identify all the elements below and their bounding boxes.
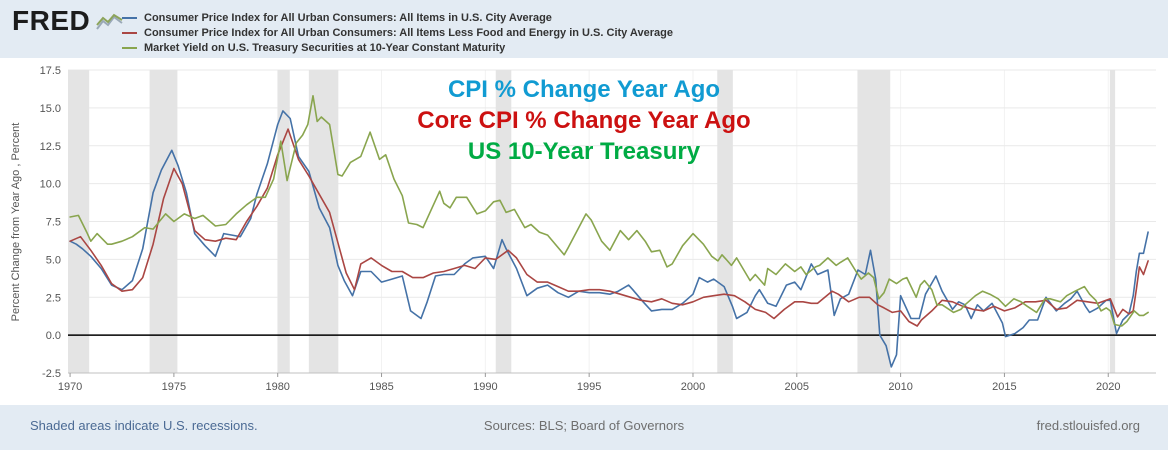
- y-tick-label: 5.0: [46, 254, 61, 266]
- legend-item-core-cpi: Consumer Price Index for All Urban Consu…: [122, 25, 673, 40]
- x-tick-label: 2000: [681, 381, 705, 393]
- legend-swatch-cpi: [122, 16, 137, 19]
- x-tick-label: 1970: [58, 381, 82, 393]
- fred-url-link[interactable]: fred.stlouisfed.org: [1036, 418, 1140, 433]
- recession-band: [717, 70, 733, 373]
- recession-note: Shaded areas indicate U.S. recessions.: [30, 418, 258, 433]
- series-line-treasury-10y: [69, 94, 1149, 327]
- y-tick-label: 10.0: [40, 179, 61, 191]
- y-tick-label: 0.0: [46, 330, 61, 342]
- legend-item-cpi: Consumer Price Index for All Urban Consu…: [122, 10, 673, 25]
- fred-logo[interactable]: FRED: [12, 7, 125, 35]
- y-tick-label: 2.5: [46, 292, 61, 304]
- legend-label-treasury: Market Yield on U.S. Treasury Securities…: [144, 41, 506, 54]
- x-tick-label: 2005: [785, 381, 809, 393]
- y-tick-label: 12.5: [40, 141, 61, 153]
- legend-label-cpi: Consumer Price Index for All Urban Consu…: [144, 11, 552, 24]
- fred-logo-text: FRED: [12, 5, 91, 36]
- x-tick-label: 1985: [369, 381, 393, 393]
- x-tick-label: 1995: [577, 381, 601, 393]
- x-tick-label: 2010: [888, 381, 912, 393]
- x-tick-label: 1980: [265, 381, 289, 393]
- recession-band: [857, 70, 891, 373]
- series-line-cpi: [69, 110, 1149, 368]
- sources-note: Sources: BLS; Board of Governors: [483, 418, 685, 433]
- y-tick-label: 15.0: [40, 103, 61, 115]
- x-tick-label: 2015: [992, 381, 1016, 393]
- recession-band: [308, 70, 339, 373]
- legend-item-treasury: Market Yield on U.S. Treasury Securities…: [122, 40, 673, 55]
- legend-swatch-core-cpi: [122, 31, 137, 34]
- y-tick-label: 17.5: [40, 65, 61, 77]
- chart-legend: Consumer Price Index for All Urban Consu…: [122, 10, 673, 55]
- chart-header: FRED Consumer Price Index for All Urban …: [0, 0, 1168, 58]
- recession-band: [68, 70, 90, 373]
- recession-band: [1109, 70, 1116, 373]
- fred-logo-chart-icon: [96, 13, 123, 30]
- x-tick-label: 1975: [162, 381, 186, 393]
- legend-swatch-treasury: [122, 46, 137, 49]
- x-tick-label: 1990: [473, 381, 497, 393]
- y-tick-label: -2.5: [42, 368, 61, 380]
- plot-svg[interactable]: 1970 1975 1980 1985 1990 1995 2000 2005 2010 2015…: [0, 58, 1168, 405]
- recession-band: [495, 70, 512, 373]
- chart-area: 1970 1975 1980 1985 1990 1995 2000 2005 2010 2015…: [0, 58, 1168, 405]
- series-line-core-cpi: [69, 128, 1149, 327]
- chart-footer: Shaded areas indicate U.S. recessions. S…: [0, 405, 1168, 450]
- y-axis-title: Percent Change from Year Ago , Percent: [10, 122, 22, 322]
- legend-label-core-cpi: Consumer Price Index for All Urban Consu…: [144, 26, 673, 39]
- x-tick-label: 2020: [1096, 381, 1120, 393]
- y-tick-label: 7.5: [46, 217, 61, 229]
